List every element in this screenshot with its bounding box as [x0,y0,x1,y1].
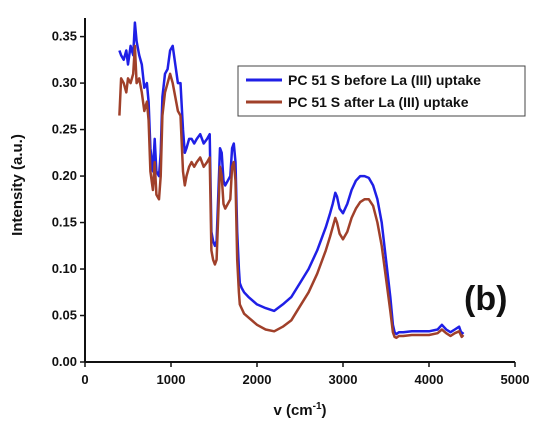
legend: PC 51 S before La (III) uptake PC 51 S a… [237,65,526,117]
legend-box [237,65,526,117]
y-axis-label: Intensity (a.u.) [9,134,26,236]
series-line-after [118,44,465,340]
x-tick-label: 0 [81,372,88,387]
x-tick-label: 4000 [415,372,444,387]
x-axis-label-superscript: -1 [313,401,322,412]
y-tick-label: 0.35 [52,29,77,44]
x-tick-label: 5000 [501,372,530,387]
y-tick-label: 0.05 [52,308,77,323]
y-tick-label: 0.25 [52,122,77,137]
x-tick-label: 2000 [243,372,272,387]
y-ticks: 0.00 0.05 0.10 0.15 0.20 0.25 0.30 0.35 [52,29,85,369]
x-axis-label: v (cm-1) [273,401,326,419]
x-ticks: 0 1000 2000 3000 4000 5000 [81,362,529,387]
series-line-before [118,21,465,336]
x-tick-label: 3000 [329,372,358,387]
panel-label: (b) [464,280,507,318]
y-tick-label: 0.10 [52,261,77,276]
y-tick-label: 0.00 [52,354,77,369]
x-axis-label-main: v (cm [273,402,312,419]
y-tick-label: 0.15 [52,215,77,230]
y-tick-label: 0.30 [52,75,77,90]
y-tick-label: 0.20 [52,168,77,183]
series-group [118,21,465,340]
legend-label-before: PC 51 S before La (III) uptake [288,72,481,88]
legend-label-after: PC 51 S after La (III) uptake [288,94,469,110]
x-tick-label: 1000 [157,372,186,387]
x-axis-label-close: ) [322,402,327,419]
